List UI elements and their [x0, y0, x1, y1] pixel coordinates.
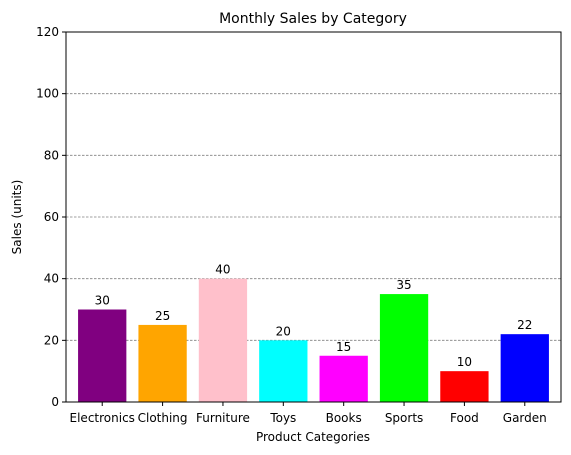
y-tick-label: 0: [51, 395, 59, 409]
x-tick-label: Clothing: [138, 411, 188, 425]
bar-value-label: 20: [276, 324, 291, 338]
x-tick-label: Electronics: [70, 411, 135, 425]
x-tick-label: Toys: [269, 411, 296, 425]
bar-garden: [501, 334, 549, 402]
bar-electronics: [78, 310, 126, 403]
y-tick-label: 40: [44, 272, 59, 286]
y-axis-label: Sales (units): [10, 180, 24, 255]
bar-furniture: [199, 279, 247, 402]
x-tick-label: Garden: [503, 411, 547, 425]
y-tick-label: 20: [44, 333, 59, 347]
bar-clothing: [138, 325, 186, 402]
bar-food: [440, 371, 488, 402]
bar-value-label: 15: [336, 340, 351, 354]
x-axis: Electronics Clothing Furniture Toys Books Spo…: [70, 402, 547, 425]
y-tick-label: 100: [36, 87, 59, 101]
grid-lines: [66, 94, 561, 341]
bar-toys: [259, 340, 307, 402]
bar-value-label: 35: [396, 278, 411, 292]
bar-books: [320, 356, 368, 402]
y-tick-label: 60: [44, 210, 59, 224]
bar-value-label: 30: [95, 294, 110, 308]
y-tick-label: 80: [44, 148, 59, 162]
x-tick-label: Food: [450, 411, 479, 425]
chart-title: Monthly Sales by Category: [219, 11, 407, 27]
x-tick-label: Furniture: [196, 411, 250, 425]
bar-value-label: 22: [517, 318, 532, 332]
y-tick-label: 120: [36, 25, 59, 39]
bar-value-label: 25: [155, 309, 170, 323]
bar-sports: [380, 294, 428, 402]
bar-value-label: 40: [215, 263, 230, 277]
y-axis: 0 20 40 60 80 100 120: [36, 25, 66, 409]
x-axis-label: Product Categories: [256, 430, 370, 444]
x-tick-label: Sports: [385, 411, 423, 425]
bar-value-label: 10: [457, 355, 472, 369]
x-tick-label: Books: [326, 411, 362, 425]
